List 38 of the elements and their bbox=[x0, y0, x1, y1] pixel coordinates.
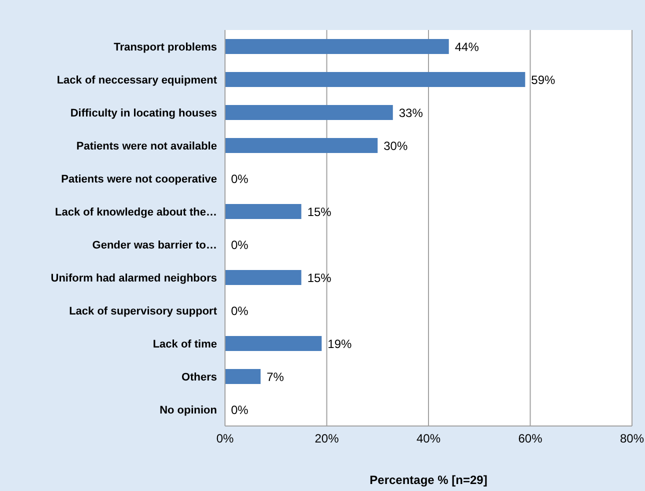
y-tick-label: Lack of supervisory support bbox=[69, 305, 218, 318]
x-tick-label: 60% bbox=[518, 432, 543, 446]
y-tick-label: Difficulty in locating houses bbox=[70, 107, 217, 120]
bar bbox=[225, 336, 322, 351]
x-tick-label: 20% bbox=[314, 432, 340, 446]
bar bbox=[225, 204, 302, 219]
x-axis-title: Percentage % [n=29] bbox=[370, 473, 488, 487]
y-tick-label: Patients were not available bbox=[76, 140, 217, 152]
data-label: 19% bbox=[328, 336, 352, 351]
y-tick-label: Lack of time bbox=[152, 338, 217, 350]
data-label: 44% bbox=[454, 40, 480, 54]
data-label: 30% bbox=[384, 138, 408, 153]
y-tick-label: Others bbox=[182, 371, 217, 384]
y-tick-label: Patients were not cooperative bbox=[61, 173, 217, 186]
data-label: 15% bbox=[307, 270, 332, 285]
bar bbox=[225, 270, 302, 285]
bar bbox=[225, 369, 261, 384]
data-label: 0% bbox=[231, 304, 249, 318]
data-label: 0% bbox=[231, 402, 249, 417]
bar bbox=[225, 138, 378, 153]
y-tick-label: Lack of neccessary equipment bbox=[56, 74, 218, 86]
data-label: 0% bbox=[231, 172, 249, 186]
x-tick-label: 80% bbox=[620, 432, 644, 446]
bar bbox=[225, 72, 526, 87]
y-tick-label: No opinion bbox=[160, 404, 218, 416]
bar bbox=[225, 105, 393, 120]
x-tick-label: 0% bbox=[216, 432, 234, 446]
data-label: 0% bbox=[231, 238, 249, 252]
x-tick-label: 40% bbox=[416, 432, 441, 446]
y-tick-label: Transport problems bbox=[114, 41, 217, 54]
y-tick-label: Gender was barrier to… bbox=[92, 239, 217, 252]
y-tick-label: Uniform had alarmed neighbors bbox=[50, 272, 217, 284]
data-label: 15% bbox=[307, 204, 332, 219]
y-tick-label: Lack of knowledge about the… bbox=[55, 206, 217, 218]
data-label: 7% bbox=[266, 370, 284, 384]
bar bbox=[225, 39, 449, 54]
data-label: 59% bbox=[531, 72, 556, 87]
data-label: 33% bbox=[398, 106, 424, 120]
